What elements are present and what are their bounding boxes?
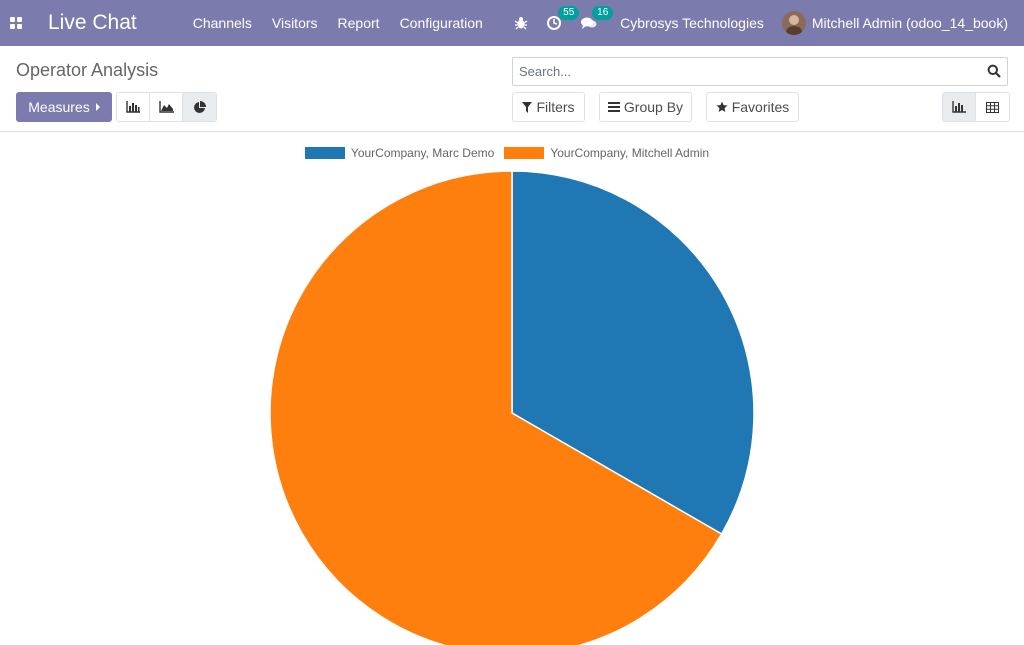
main-menu: Channels Visitors Report Configuration — [193, 15, 503, 31]
legend-swatch-1 — [504, 147, 545, 159]
area-chart-icon — [158, 101, 174, 113]
apps-menu-icon[interactable] — [0, 0, 32, 46]
filters-button[interactable]: Filters — [512, 92, 585, 122]
messaging-chat-icon[interactable]: 16 — [580, 6, 614, 31]
search-icon[interactable] — [987, 64, 1001, 78]
chart-area: YourCompany, Marc Demo YourCompany, Mitc… — [0, 133, 1024, 645]
legend-item[interactable]: YourCompany, Marc Demo — [304, 146, 495, 160]
chart-mode-switcher — [116, 92, 217, 122]
messages-count-badge: 16 — [592, 6, 614, 20]
pie-chart-button[interactable] — [183, 93, 216, 121]
legend-label: YourCompany, Mitchell Admin — [550, 146, 710, 160]
graph-view-button[interactable] — [943, 93, 976, 121]
user-menu[interactable]: Mitchell Admin (odoo_14_book) — [781, 11, 1008, 35]
caret-right-icon — [95, 103, 100, 111]
measures-label: Measures — [28, 99, 90, 115]
line-chart-button[interactable] — [150, 93, 183, 121]
app-title[interactable]: Live Chat — [48, 11, 137, 34]
view-switcher — [942, 92, 1010, 122]
menu-report[interactable]: Report — [337, 15, 380, 31]
bar-chart-button[interactable] — [117, 93, 150, 121]
page-title: Operator Analysis — [16, 60, 159, 80]
systray: 55 16 Cybrosys Technologies Mitchell Adm… — [514, 0, 1024, 46]
bar-chart-icon — [126, 101, 140, 113]
star-icon — [716, 101, 728, 112]
group-by-button[interactable]: Group By — [599, 92, 692, 122]
filters-label: Filters — [536, 99, 575, 115]
user-name: Mitchell Admin (odoo_14_book) — [811, 15, 1008, 31]
legend-swatch-0 — [304, 147, 345, 159]
measures-button[interactable]: Measures — [16, 92, 112, 122]
activity-clock-icon[interactable]: 55 — [546, 6, 580, 31]
pie-chart — [269, 170, 755, 645]
search-box — [512, 57, 1008, 86]
favorites-button[interactable]: Favorites — [706, 92, 799, 122]
pie-slice-0[interactable] — [511, 170, 755, 536]
list-bars-icon — [607, 102, 620, 112]
favorites-label: Favorites — [731, 99, 790, 115]
table-grid-icon — [986, 101, 999, 113]
activity-count-badge: 55 — [558, 6, 580, 20]
menu-visitors[interactable]: Visitors — [271, 15, 318, 31]
debug-bug-icon[interactable] — [514, 16, 528, 30]
control-panel: Operator Analysis Measures Filters Group… — [0, 46, 1024, 132]
graph-view-icon — [952, 101, 966, 113]
search-input[interactable] — [513, 58, 973, 85]
group-by-label: Group By — [623, 99, 684, 115]
menu-configuration[interactable]: Configuration — [399, 15, 483, 31]
legend-item[interactable]: YourCompany, Mitchell Admin — [504, 146, 709, 160]
pivot-view-button[interactable] — [976, 93, 1009, 121]
filter-icon — [522, 101, 533, 113]
legend-label: YourCompany, Marc Demo — [350, 146, 495, 160]
top-navbar: Live Chat Channels Visitors Report Confi… — [0, 0, 1024, 46]
pie-slice-1[interactable] — [269, 170, 723, 645]
company-switcher[interactable]: Cybrosys Technologies — [620, 15, 764, 31]
chart-legend: YourCompany, Marc Demo YourCompany, Mitc… — [0, 146, 1024, 160]
menu-channels[interactable]: Channels — [192, 15, 252, 31]
pie-chart-icon — [194, 100, 206, 113]
user-avatar — [781, 11, 806, 35]
